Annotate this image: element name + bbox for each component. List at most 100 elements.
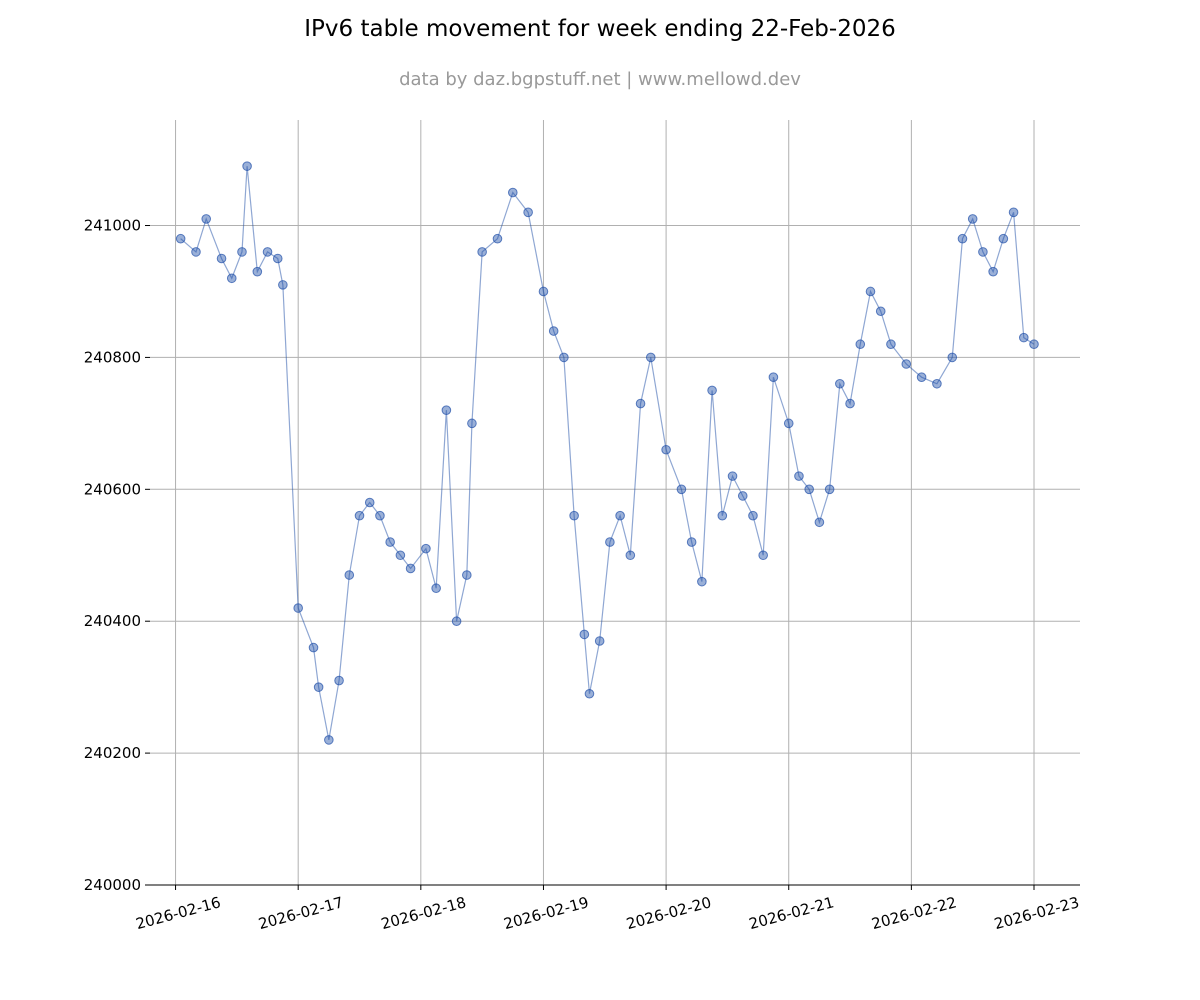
data-point bbox=[845, 398, 855, 409]
data-point bbox=[676, 484, 687, 495]
data-point bbox=[814, 517, 825, 528]
data-point bbox=[477, 247, 487, 257]
x-tick-label: 2026-02-16 bbox=[134, 893, 223, 933]
data-point bbox=[835, 378, 845, 389]
data-point bbox=[579, 629, 590, 640]
data-point bbox=[947, 352, 958, 363]
data-point bbox=[855, 339, 866, 350]
data-point bbox=[886, 339, 896, 350]
data-point bbox=[768, 372, 779, 382]
data-point bbox=[1029, 339, 1039, 350]
data-point bbox=[272, 253, 283, 264]
data-point bbox=[395, 550, 406, 561]
data-point bbox=[523, 207, 533, 218]
data-point bbox=[932, 378, 942, 389]
y-tick-label: 240400 bbox=[84, 612, 141, 630]
data-point bbox=[865, 286, 876, 297]
data-point bbox=[901, 359, 912, 369]
data-point bbox=[645, 352, 656, 363]
data-point bbox=[278, 280, 288, 290]
data-point bbox=[344, 570, 355, 580]
data-point bbox=[375, 510, 385, 521]
data-point bbox=[242, 161, 252, 171]
data-point bbox=[226, 273, 237, 284]
data-point bbox=[441, 405, 452, 415]
y-tick-labels: 240000 240200 240400 240600 240800 241000 bbox=[84, 217, 150, 894]
data-point bbox=[605, 537, 615, 547]
data-point bbox=[569, 510, 579, 521]
x-tick-label: 2026-02-18 bbox=[379, 893, 468, 933]
data-point bbox=[216, 253, 227, 264]
series-group bbox=[175, 161, 1039, 745]
data-point bbox=[201, 214, 212, 224]
data-point bbox=[978, 247, 988, 257]
data-point bbox=[625, 550, 636, 561]
data-point bbox=[748, 510, 758, 521]
x-tick-label: 2026-02-21 bbox=[747, 893, 836, 933]
x-tick-label: 2026-02-19 bbox=[502, 893, 591, 933]
data-point bbox=[538, 286, 549, 297]
data-point bbox=[324, 735, 334, 745]
data-point bbox=[308, 642, 319, 653]
chart-title: IPv6 table movement for week ending 22-F… bbox=[304, 16, 896, 42]
data-point bbox=[783, 418, 794, 429]
data-point bbox=[686, 537, 697, 547]
data-point bbox=[262, 247, 273, 257]
data-point bbox=[584, 688, 595, 699]
series-line bbox=[180, 166, 1035, 741]
x-tick-label: 2026-02-20 bbox=[624, 893, 713, 933]
data-point bbox=[804, 484, 814, 495]
y-tick-label: 240000 bbox=[84, 876, 141, 894]
data-point bbox=[293, 603, 303, 613]
data-point bbox=[421, 543, 431, 554]
x-gridlines bbox=[175, 120, 1035, 885]
y-gridlines bbox=[150, 225, 1080, 886]
x-tick-label: 2026-02-23 bbox=[992, 893, 1081, 933]
data-point bbox=[737, 491, 748, 501]
y-tick-label: 240800 bbox=[84, 348, 141, 366]
data-point bbox=[431, 583, 441, 594]
data-point bbox=[794, 471, 804, 481]
data-point bbox=[727, 471, 738, 481]
data-point bbox=[405, 563, 416, 574]
data-point bbox=[661, 444, 671, 455]
data-point bbox=[467, 418, 477, 429]
y-tick-label: 241000 bbox=[84, 217, 141, 235]
data-point bbox=[758, 550, 768, 561]
data-point bbox=[988, 266, 998, 277]
x-tick-label: 2026-02-22 bbox=[870, 893, 959, 933]
data-point bbox=[237, 247, 247, 257]
data-point bbox=[191, 247, 201, 257]
y-tick-label: 240600 bbox=[84, 480, 141, 498]
data-point bbox=[998, 233, 1009, 244]
data-point bbox=[548, 326, 559, 336]
data-point bbox=[615, 510, 625, 521]
data-point bbox=[707, 385, 717, 396]
data-point bbox=[559, 352, 569, 363]
data-point bbox=[175, 233, 186, 244]
data-point bbox=[594, 636, 605, 646]
data-point bbox=[717, 510, 728, 521]
data-point bbox=[508, 187, 518, 198]
data-point bbox=[635, 398, 646, 409]
data-point bbox=[334, 675, 344, 686]
chart-subtitle: data by daz.bgpstuff.net | www.mellowd.d… bbox=[399, 69, 801, 90]
data-point bbox=[916, 372, 927, 382]
data-point bbox=[1008, 207, 1019, 218]
data-point bbox=[451, 616, 462, 627]
data-point bbox=[313, 682, 324, 692]
x-tick-label: 2026-02-17 bbox=[256, 893, 345, 933]
data-point bbox=[967, 214, 978, 224]
data-point bbox=[824, 484, 835, 495]
data-point bbox=[364, 497, 375, 508]
data-point bbox=[875, 306, 886, 317]
data-point bbox=[385, 537, 395, 547]
data-point bbox=[252, 266, 263, 277]
data-point bbox=[492, 233, 503, 244]
data-point bbox=[957, 233, 968, 244]
x-tick-labels: 2026-02-16 2026-02-17 2026-02-18 2026-02-19… bbox=[134, 885, 1081, 933]
data-point bbox=[462, 570, 472, 580]
data-point bbox=[354, 510, 365, 521]
data-point bbox=[1018, 332, 1029, 343]
